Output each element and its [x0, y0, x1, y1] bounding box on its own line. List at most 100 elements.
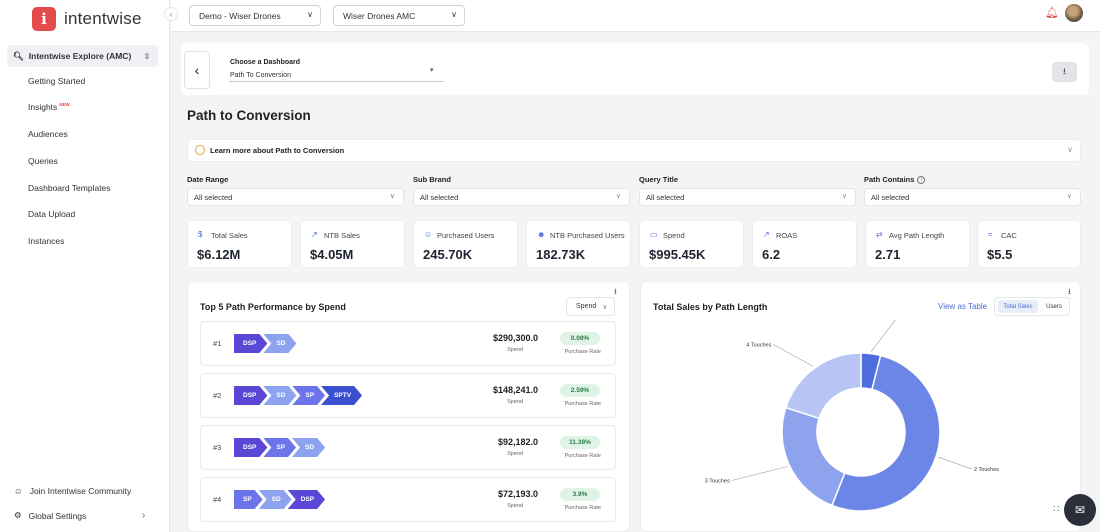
trend-icon: ↗ [763, 230, 770, 239]
path-chip: DSP [234, 438, 267, 457]
path-chips: DSP SP SD [234, 438, 321, 457]
user-icon: ☻ [537, 230, 546, 239]
back-button[interactable]: ‹ [184, 51, 210, 89]
collapse-sidebar-button[interactable]: ‹ [164, 7, 178, 21]
learn-more-panel[interactable] [187, 139, 1081, 162]
apps-grid-icon[interactable]: ∷ [1053, 504, 1060, 515]
sub-brand-select[interactable]: All selected ∨ [413, 188, 630, 206]
filter-label-query-title: Query Title [639, 175, 679, 184]
path-spend: $148,241.0 [492, 385, 538, 395]
path-chip: SPTV [321, 386, 362, 405]
path-chip: SD [292, 438, 325, 457]
path-spend: $72,193.0 [497, 489, 538, 499]
path-chip: SP [263, 438, 296, 457]
path-spend-label: Spend [507, 503, 523, 509]
kpi-label: ROAS [776, 231, 798, 240]
sidebar-item-insights[interactable]: Insights NEW [28, 102, 70, 112]
kpi-spend: ▭ Spend $995.45K [639, 220, 744, 268]
path-spend-label: Spend [507, 399, 523, 405]
path-row[interactable]: #4 SP SD DSP $72,193.0 Spend 3.9% Purcha… [200, 477, 616, 522]
user-avatar[interactable] [1065, 4, 1083, 22]
filter-label-date-range: Date Range [187, 175, 229, 184]
join-community-link[interactable]: ☺ Join Intentwise Community [14, 486, 131, 496]
chevron-down-icon: ∨ [307, 10, 313, 19]
chevron-down-icon: ∨ [389, 193, 395, 200]
sidebar-item-audiences[interactable]: Audiences [28, 129, 68, 139]
sidebar-item-dashboard-templates[interactable]: Dashboard Templates [28, 183, 111, 193]
expand-icon[interactable]: ⇳ [143, 51, 151, 61]
path-contains-select[interactable]: All selected ∨ [864, 188, 1081, 206]
sidebar-section-label: Intentwise Explore (AMC) [28, 51, 132, 61]
kpi-purchased-users: ☺ Purchased Users 245.70K [413, 220, 518, 268]
export-icon[interactable]: ⭳ [1068, 287, 1071, 296]
kpi-label: Total Sales [211, 231, 248, 240]
choose-dashboard-label: Choose a Dashboard [230, 59, 301, 66]
donut-slice-label: 2 Touches [974, 467, 999, 473]
chevron-down-icon: ∨ [451, 10, 457, 19]
path-row[interactable]: #1 DSP SD $290,300.0 Spend 0.08% Purchas… [200, 321, 616, 366]
filter-label-sub-brand: Sub Brand [413, 175, 451, 184]
sort-by-select[interactable]: Spend ∨ [566, 297, 615, 316]
sidebar-item-instances[interactable]: Instances [28, 236, 65, 246]
download-button[interactable]: ⭳ [1052, 62, 1077, 82]
instance-select[interactable]: Wiser Drones AMC ∨ [333, 5, 465, 26]
learn-more-label[interactable]: Learn more about Path to Conversion [210, 146, 345, 155]
sidebar-item-queries[interactable]: Queries [28, 156, 58, 166]
query-title-select[interactable]: All selected ∨ [639, 188, 856, 206]
path-row[interactable]: #3 DSP SP SD $92,182.0 Spend 11.38% Purc… [200, 425, 616, 470]
kpi-value: $5.5 [987, 247, 1013, 262]
sidebar-item-data-upload[interactable]: Data Upload [28, 209, 76, 219]
account-select[interactable]: Demo - Wiser Drones ∨ [189, 5, 321, 26]
global-settings-label: Global Settings [28, 510, 87, 521]
purchase-rate-label: Purchase Rate [564, 453, 601, 459]
kpi-value: $6.12M [197, 247, 241, 262]
kpi-value: 2.71 [875, 247, 901, 262]
export-icon[interactable]: ⭳ [614, 287, 617, 296]
global-settings-link[interactable]: ⚙ Global Settings › [14, 510, 145, 521]
sidebar: i intentwise 🔍︎ Intentwise Explore (AMC)… [0, 0, 170, 532]
donut-label-leader [937, 456, 973, 470]
dashboard-select[interactable]: Path To Conversion [230, 72, 291, 79]
intentwise-logo[interactable]: i intentwise [32, 7, 142, 31]
logo-text: intentwise [64, 9, 142, 28]
toggle-users[interactable]: Users [1046, 303, 1062, 310]
kpi-avg-path-length: ⇄ Avg Path Length 2.71 [865, 220, 970, 268]
donut-slice[interactable] [781, 406, 846, 507]
kpi-total-sales: $ Total Sales $6.12M [187, 220, 292, 268]
caret-down-icon[interactable]: ▾ [430, 67, 434, 74]
lightbulb-icon [195, 145, 205, 155]
date-range-value: All selected [194, 192, 233, 202]
donut-label-leader [731, 466, 788, 481]
path-chips: DSP SD SP SPTV [234, 386, 358, 405]
search-icon: 🔍︎ [13, 50, 24, 61]
donut-slice-label: 3 Touches [705, 478, 730, 484]
path-length-title: Total Sales by Path Length [653, 302, 768, 312]
kpi-ntb-sales: ↗ NTB Sales $4.05M [300, 220, 405, 268]
gear-icon: ⚙ [14, 510, 22, 520]
account-select-value: Demo - Wiser Drones [199, 10, 281, 21]
donut-slice[interactable] [830, 354, 941, 512]
date-range-select[interactable]: All selected ∨ [187, 188, 404, 206]
purchase-rate-badge: 2.59% [560, 384, 600, 397]
donut-label-leader [870, 320, 896, 352]
dashboard-chooser-panel [181, 43, 1089, 95]
chevron-down-icon[interactable]: ∨ [1067, 145, 1073, 154]
path-spend: $92,182.0 [497, 437, 538, 447]
notification-bell-icon[interactable]: 🔔︎ [1045, 7, 1059, 19]
chat-icon[interactable]: ✉ [1064, 494, 1096, 526]
info-icon[interactable]: i [917, 176, 926, 185]
sidebar-section-explore[interactable]: 🔍︎ Intentwise Explore (AMC) ⇳ [7, 45, 158, 67]
view-as-table-link[interactable]: View as Table [938, 302, 988, 311]
path-row[interactable]: #2 DSP SD SP SPTV $148,241.0 Spend 2.59%… [200, 373, 616, 418]
purchase-rate-badge: 3.9% [560, 488, 600, 501]
toggle-total-sales[interactable]: Total Sales [998, 300, 1038, 313]
donut-slice[interactable] [784, 352, 862, 420]
path-spend: $290,300.0 [492, 333, 538, 343]
path-chip: SD [263, 386, 296, 405]
kpi-value: 182.73K [536, 247, 586, 262]
purchase-rate-label: Purchase Rate [564, 505, 601, 511]
path-chip: DSP [234, 334, 267, 353]
sidebar-item-getting-started[interactable]: Getting Started [28, 76, 86, 86]
kpi-value: $4.05M [310, 247, 354, 262]
community-icon: ☺ [14, 486, 23, 496]
